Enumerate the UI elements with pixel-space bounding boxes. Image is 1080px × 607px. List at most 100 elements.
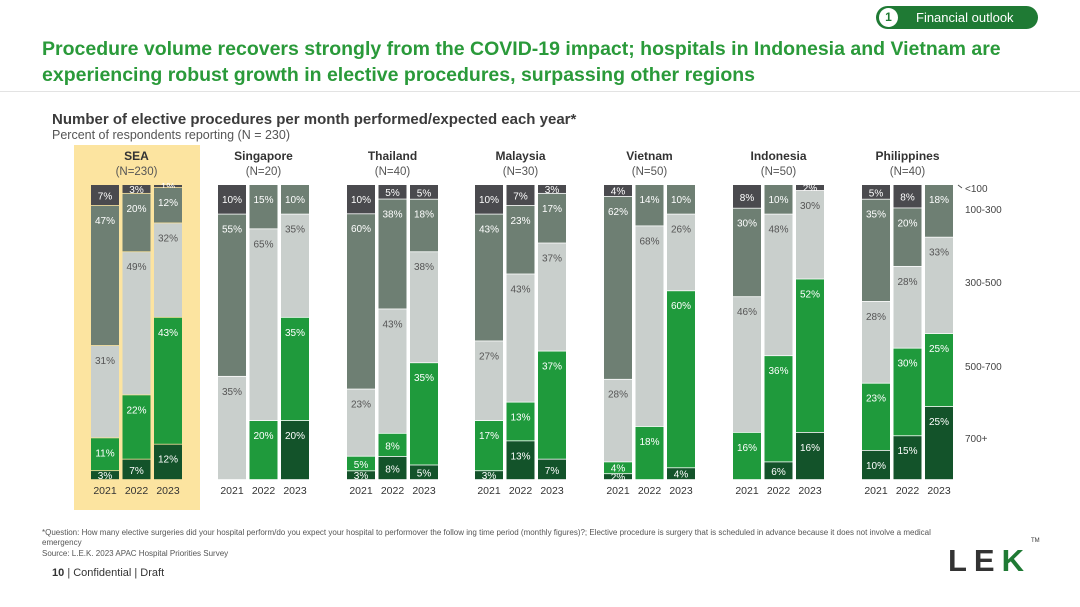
data-label-vietnam-2023-2: 26% bbox=[671, 225, 691, 236]
data-label-indonesia-2021-0: 8% bbox=[740, 193, 755, 204]
data-label-thailand-2021-0: 10% bbox=[351, 195, 371, 206]
data-label-vietnam-2022-3: 18% bbox=[639, 437, 659, 448]
data-label-malaysia-2022-4: 13% bbox=[510, 451, 530, 462]
data-label-thailand-2021-2: 23% bbox=[351, 399, 371, 410]
data-label-vietnam-2021-3: 4% bbox=[611, 464, 626, 475]
bar-segment-thailand-2023-2 bbox=[410, 252, 438, 363]
data-label-sea-2022-3: 22% bbox=[126, 405, 146, 416]
bar-segment-philippines-2023-1 bbox=[925, 185, 953, 237]
bar-segment-vietnam-2021-4 bbox=[604, 474, 632, 480]
bar-segment-sea-2022-3 bbox=[122, 395, 151, 459]
bar-segment-indonesia-2022-4 bbox=[764, 462, 793, 480]
bar-segment-sea-2021-4 bbox=[91, 471, 119, 480]
data-label-thailand-2021-4: 3% bbox=[354, 471, 369, 482]
data-label-indonesia-2022-2: 48% bbox=[768, 225, 788, 236]
year-label-sea-2022: 2022 bbox=[125, 485, 149, 497]
bar-segment-malaysia-2021-3 bbox=[475, 421, 503, 471]
data-label-malaysia-2021-3: 17% bbox=[479, 431, 499, 442]
year-label-malaysia-2021: 2021 bbox=[477, 485, 501, 497]
bar-segment-singapore-2023-3 bbox=[281, 317, 309, 421]
year-label-thailand-2023: 2023 bbox=[412, 485, 436, 497]
year-label-malaysia-2022: 2022 bbox=[509, 485, 533, 497]
data-label-indonesia-2021-3: 16% bbox=[737, 443, 757, 454]
data-label-sea-2023-1: 12% bbox=[158, 198, 178, 209]
data-label-philippines-2021-1: 35% bbox=[866, 210, 886, 221]
footnote: *Question: How many elective surgeries d… bbox=[42, 528, 931, 547]
page-number: 10 bbox=[52, 567, 65, 579]
bar-segment-singapore-2023-2 bbox=[281, 214, 309, 317]
group-n-vietnam: (N=50) bbox=[632, 166, 668, 178]
data-label-philippines-2021-3: 23% bbox=[866, 394, 886, 405]
data-label-indonesia-2021-1: 30% bbox=[737, 219, 757, 230]
bar-segment-malaysia-2022-0 bbox=[506, 185, 535, 206]
year-label-philippines-2023: 2023 bbox=[927, 485, 951, 497]
data-label-malaysia-2021-1: 43% bbox=[479, 225, 499, 236]
data-label-sea-2023-3: 43% bbox=[158, 328, 178, 339]
legend-label-3: 500-700 bbox=[965, 362, 1002, 373]
data-label-vietnam-2023-4: 4% bbox=[674, 470, 689, 481]
bar-segment-singapore-2022-2 bbox=[249, 229, 278, 421]
bar-segment-vietnam-2022-3 bbox=[635, 426, 664, 480]
data-label-singapore-2022-3: 20% bbox=[253, 431, 273, 442]
data-label-philippines-2021-4: 10% bbox=[866, 461, 886, 472]
chart-subtitle: Percent of respondents reporting (N = 23… bbox=[52, 128, 290, 142]
data-label-thailand-2023-3: 35% bbox=[414, 373, 434, 384]
year-label-thailand-2022: 2022 bbox=[381, 485, 405, 497]
bar-segment-indonesia-2022-1 bbox=[764, 185, 793, 214]
page-footer: 10 | Confidential | Draft bbox=[52, 567, 164, 579]
bar-segment-sea-2021-2 bbox=[91, 345, 119, 438]
data-label-indonesia-2022-4: 6% bbox=[771, 467, 786, 478]
bar-segment-malaysia-2022-1 bbox=[506, 205, 535, 274]
data-label-thailand-2023-2: 38% bbox=[414, 262, 434, 273]
bar-segment-sea-2023-0 bbox=[154, 185, 182, 188]
data-label-thailand-2022-1: 38% bbox=[382, 209, 402, 220]
bar-segment-vietnam-2022-2 bbox=[635, 226, 664, 427]
legend-leader bbox=[957, 184, 963, 189]
year-label-vietnam-2021: 2021 bbox=[606, 485, 630, 497]
group-name-singapore: Singapore bbox=[234, 149, 293, 163]
bar-segment-philippines-2023-2 bbox=[925, 237, 953, 334]
bar-segment-thailand-2022-0 bbox=[378, 185, 407, 199]
data-label-philippines-2023-4: 25% bbox=[929, 417, 949, 428]
bar-segment-malaysia-2022-2 bbox=[506, 274, 535, 402]
bar-segment-malaysia-2022-3 bbox=[506, 402, 535, 441]
group-name-indonesia: Indonesia bbox=[750, 149, 806, 163]
bar-segment-indonesia-2023-3 bbox=[796, 279, 824, 432]
data-label-thailand-2023-4: 5% bbox=[417, 469, 432, 480]
bar-segment-vietnam-2022-1 bbox=[635, 185, 664, 226]
data-label-sea-2021-3: 11% bbox=[95, 448, 114, 459]
data-label-malaysia-2021-0: 10% bbox=[479, 195, 499, 206]
chart-title: Number of elective procedures per month … bbox=[52, 111, 577, 128]
data-label-singapore-2022-1: 15% bbox=[253, 195, 273, 206]
data-label-philippines-2021-2: 28% bbox=[866, 312, 886, 323]
bar-segment-philippines-2022-2 bbox=[893, 266, 922, 348]
confidential-label: | Confidential | Draft bbox=[67, 567, 165, 579]
year-label-thailand-2021: 2021 bbox=[349, 485, 373, 497]
bar-segment-philippines-2021-0 bbox=[862, 185, 890, 199]
bar-segment-indonesia-2022-2 bbox=[764, 214, 793, 356]
section-label: Financial outlook bbox=[916, 10, 1014, 25]
bar-segment-thailand-2022-3 bbox=[378, 433, 407, 457]
data-label-malaysia-2023-3: 37% bbox=[542, 361, 562, 372]
data-label-philippines-2022-3: 30% bbox=[897, 359, 917, 370]
data-label-singapore-2023-1: 10% bbox=[285, 195, 305, 206]
bar-segment-sea-2021-3 bbox=[91, 438, 119, 471]
bar-segment-singapore-2023-4 bbox=[281, 421, 309, 480]
bar-segment-sea-2023-1 bbox=[154, 187, 182, 223]
data-label-thailand-2023-1: 18% bbox=[414, 210, 434, 221]
bar-segment-thailand-2021-4 bbox=[347, 471, 375, 480]
data-label-indonesia-2022-1: 10% bbox=[768, 195, 788, 206]
bar-segment-malaysia-2021-2 bbox=[475, 341, 503, 421]
bar-segment-philippines-2021-3 bbox=[862, 383, 890, 450]
bar-segment-indonesia-2021-1 bbox=[733, 208, 761, 297]
data-label-vietnam-2022-2: 68% bbox=[639, 236, 659, 247]
bar-segment-vietnam-2021-2 bbox=[604, 379, 632, 462]
data-label-malaysia-2021-2: 27% bbox=[479, 351, 499, 362]
bar-segment-singapore-2023-1 bbox=[281, 185, 309, 214]
data-label-philippines-2022-1: 20% bbox=[897, 218, 917, 229]
year-label-philippines-2022: 2022 bbox=[896, 485, 920, 497]
bar-segment-philippines-2023-4 bbox=[925, 406, 953, 480]
bar-segment-malaysia-2021-1 bbox=[475, 214, 503, 341]
bar-segment-thailand-2021-0 bbox=[347, 185, 375, 214]
year-label-singapore-2021: 2021 bbox=[220, 485, 244, 497]
